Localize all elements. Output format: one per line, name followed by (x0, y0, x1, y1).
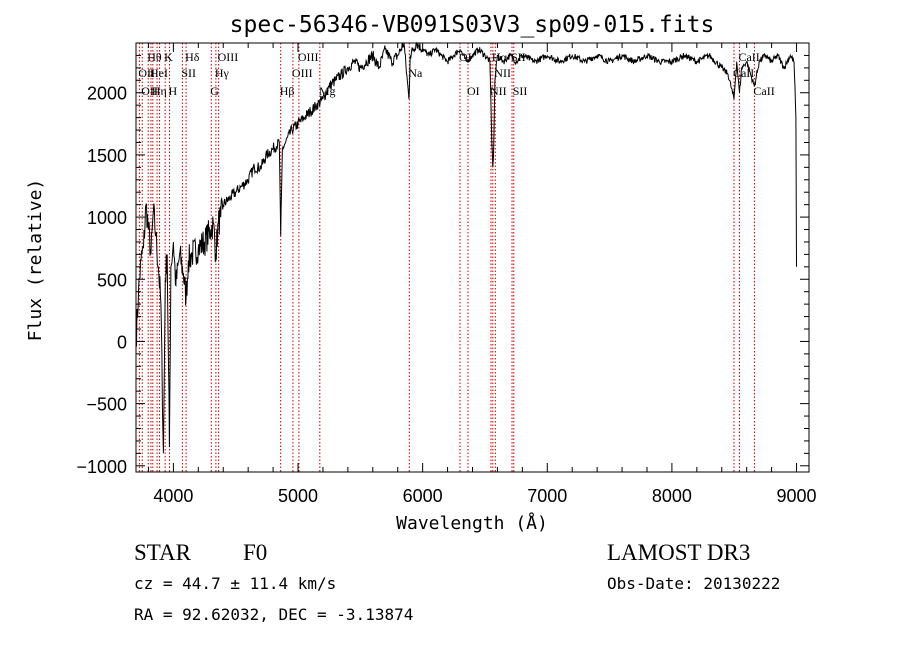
line-label-27: CaII (738, 50, 759, 64)
line-label-0: OII (138, 66, 155, 80)
chart-title: spec-56346-VB091S03V3_sp09-015.fits (230, 12, 715, 38)
plot-frame (135, 42, 810, 473)
line-label-12: Hγ (215, 66, 230, 80)
survey-name: LAMOST DR3 (607, 540, 750, 565)
line-label-13: OIII (218, 50, 239, 64)
x-tick-label: 6000 (403, 486, 443, 506)
y-axis-label: Flux (relative) (25, 179, 46, 342)
emission-line-markers (138, 43, 755, 472)
observation-date: Obs-Date: 20130222 (607, 574, 780, 593)
line-label-10: Hδ (185, 50, 200, 64)
emission-line-labels: OIIOIIHθHeIHηKHSIIHδGHγOIIIHβOIIIOIIIMgN… (138, 50, 774, 98)
y-tick-label: −500 (86, 395, 127, 415)
line-label-15: OIII (292, 66, 313, 80)
line-label-3: HeI (150, 66, 168, 80)
line-label-1: OII (141, 84, 158, 98)
line-label-9: SII (181, 66, 196, 80)
y-tick-label: 0 (117, 332, 127, 352)
x-axis-ticks: 4000 5000 6000 7000 8000 9000 (147, 43, 817, 506)
line-label-2: Hθ (147, 50, 162, 64)
line-label-16: OIII (298, 50, 319, 64)
line-label-20: OI (467, 84, 480, 98)
y-tick-label: −1000 (76, 457, 127, 477)
line-label-23: NII (494, 66, 511, 80)
line-label-8: H (169, 84, 178, 98)
x-tick-label: 9000 (777, 486, 817, 506)
line-label-25: SII (513, 84, 528, 98)
redshift-cz: cz = 44.7 ± 11.4 km/s (134, 574, 336, 593)
coordinates: RA = 92.62032, DEC = -3.13874 (134, 605, 413, 624)
x-tick-label: 7000 (527, 486, 567, 506)
y-tick-label: 1000 (87, 208, 127, 228)
line-label-28: CaII (753, 84, 774, 98)
line-label-14: Hβ (280, 84, 295, 98)
x-tick-label: 8000 (652, 486, 692, 506)
y-axis-ticks: −1000 −500 0 500 1000 1500 2000 (76, 42, 809, 477)
line-label-22: Hα (492, 50, 508, 64)
object-class: STAR (134, 540, 192, 565)
line-label-11: G (210, 84, 219, 98)
line-label-24: SII (511, 50, 526, 64)
spectrum-series-line (135, 41, 797, 454)
line-label-18: Na (408, 66, 423, 80)
x-tick-label: 4000 (153, 486, 193, 506)
line-label-4: Hη (152, 84, 167, 98)
x-tick-label: 5000 (278, 486, 318, 506)
line-label-21: NII (490, 84, 507, 98)
y-tick-label: 500 (97, 270, 127, 290)
y-tick-label: 1500 (87, 146, 127, 166)
object-subclass: F0 (243, 540, 267, 565)
y-tick-label: 2000 (87, 84, 127, 104)
line-label-7: K (164, 50, 173, 64)
x-axis-label: Wavelength (Å) (396, 512, 548, 534)
